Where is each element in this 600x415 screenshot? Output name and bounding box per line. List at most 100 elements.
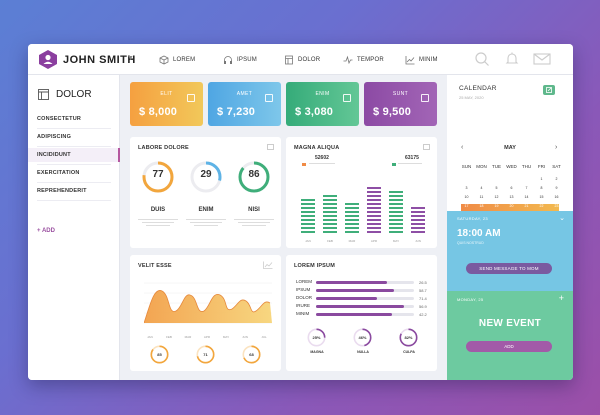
dashboard-window: JOHN SMITH ▼ LOREM IPSUM DOLOR TEMPOR MI… bbox=[28, 44, 573, 380]
bell-icon[interactable] bbox=[504, 51, 520, 67]
stat-value: $ 7,230 bbox=[217, 106, 256, 118]
stat-card-elit[interactable]: ELIT $ 8,000 bbox=[130, 82, 203, 126]
stat-name: ENIM bbox=[315, 91, 330, 97]
bar-label: MAR bbox=[348, 239, 356, 243]
bar-segment bbox=[389, 211, 403, 213]
calendar-day[interactable]: 15 bbox=[539, 195, 544, 199]
calendar-day[interactable]: 7 bbox=[525, 186, 528, 190]
ring-progress bbox=[238, 161, 270, 193]
calendar-open-button[interactable] bbox=[543, 85, 555, 95]
legend-text bbox=[309, 163, 335, 164]
sidebar-item-reprehenderit[interactable]: REPREHENDERIT bbox=[37, 188, 87, 194]
line-chart-icon[interactable] bbox=[263, 261, 273, 269]
ring-progress bbox=[307, 328, 326, 347]
calendar-day[interactable]: 8 bbox=[540, 186, 543, 190]
expand-icon[interactable] bbox=[187, 94, 195, 102]
stat-name: ELIT bbox=[160, 91, 173, 97]
bar-column bbox=[367, 187, 381, 235]
search-icon[interactable] bbox=[474, 51, 490, 67]
calendar-day[interactable]: 21 bbox=[524, 204, 529, 208]
ring-chart bbox=[307, 328, 326, 347]
expand-icon[interactable] bbox=[343, 94, 351, 102]
add-button[interactable]: + ADD bbox=[37, 228, 55, 234]
divider bbox=[37, 200, 111, 201]
sidebar-item-incididunt[interactable]: INCIDIDUNT bbox=[28, 148, 120, 162]
bar-segment bbox=[389, 207, 403, 209]
expand-icon[interactable] bbox=[423, 144, 430, 150]
bar-fill bbox=[316, 305, 405, 308]
nav-ipsum[interactable]: IPSUM bbox=[223, 55, 257, 65]
bar-segment bbox=[345, 211, 359, 213]
sidebar-item-exercitation[interactable]: EXERCITATION bbox=[37, 170, 80, 176]
send-message-button[interactable]: SEND MESSAGE TO MOM bbox=[466, 263, 552, 274]
user-name[interactable]: JOHN SMITH bbox=[63, 54, 136, 66]
nav-lorem[interactable]: LOREM bbox=[159, 55, 195, 65]
calendar-day[interactable]: 13 bbox=[509, 195, 514, 199]
calendar-day[interactable]: 16 bbox=[554, 195, 559, 199]
nav-dolor[interactable]: DOLOR bbox=[284, 55, 320, 65]
calendar-day[interactable]: 9 bbox=[555, 186, 558, 190]
ring-value: 25% bbox=[312, 335, 321, 340]
plus-icon[interactable]: + bbox=[558, 293, 564, 303]
ring-description bbox=[186, 219, 226, 227]
chevron-down-icon[interactable]: ▼ bbox=[127, 55, 134, 62]
bar-value: 26.5 bbox=[419, 280, 427, 285]
user-hexagon-icon[interactable] bbox=[39, 50, 57, 69]
bar-segment bbox=[367, 187, 381, 189]
calendar-day[interactable]: 17 bbox=[464, 204, 469, 208]
calendar-day[interactable]: 10 bbox=[464, 195, 469, 199]
weekday-label: THU bbox=[521, 164, 532, 169]
line-chart-icon bbox=[405, 56, 415, 65]
bar-segment bbox=[411, 219, 425, 221]
calendar-day[interactable]: 19 bbox=[494, 204, 499, 208]
sidebar-item-consectetur[interactable]: CONSECTETUR bbox=[37, 116, 82, 122]
next-month-icon[interactable]: › bbox=[555, 144, 558, 151]
legend-swatch bbox=[302, 163, 306, 166]
bar-segment bbox=[323, 223, 337, 225]
bar-segment bbox=[389, 191, 403, 193]
prev-month-icon[interactable]: ‹ bbox=[461, 144, 464, 151]
calendar-day[interactable]: 14 bbox=[524, 195, 529, 199]
bar-value: 42.2 bbox=[419, 312, 427, 317]
calendar-day[interactable]: 5 bbox=[495, 186, 498, 190]
stat-card-sunt[interactable]: SUNT $ 9,500 bbox=[364, 82, 437, 126]
nav-minim[interactable]: MINIM bbox=[405, 55, 438, 65]
calendar-day[interactable]: 18 bbox=[479, 204, 484, 208]
calendar-day[interactable]: 22 bbox=[539, 204, 544, 208]
event-title: NEW EVENT bbox=[478, 318, 542, 329]
bar-segment bbox=[345, 219, 359, 221]
bar-segment bbox=[323, 215, 337, 217]
ring-value: 82% bbox=[404, 335, 413, 340]
cube-icon bbox=[159, 55, 169, 65]
calendar-day[interactable]: 2 bbox=[555, 177, 558, 181]
divider bbox=[37, 164, 111, 165]
bar-segment bbox=[301, 227, 315, 229]
add-event-button[interactable]: ADD bbox=[466, 341, 552, 352]
ring-progress bbox=[196, 345, 215, 364]
expand-icon[interactable] bbox=[267, 144, 274, 150]
calendar-day[interactable]: 20 bbox=[509, 204, 514, 208]
sidebar-item-adipiscing[interactable]: ADIPISCING bbox=[37, 134, 72, 140]
calendar-day[interactable]: 12 bbox=[494, 195, 499, 199]
ring-chart bbox=[353, 328, 372, 347]
stat-card-amet[interactable]: AMET $ 7,230 bbox=[208, 82, 281, 126]
ring-chart bbox=[242, 345, 261, 364]
calendar-day[interactable]: 3 bbox=[465, 186, 468, 190]
nav-tempor[interactable]: TEMPOR bbox=[343, 55, 384, 65]
expand-icon[interactable] bbox=[265, 94, 273, 102]
bar-segment bbox=[367, 203, 381, 205]
calendar-day[interactable]: 4 bbox=[480, 186, 483, 190]
stat-card-enim[interactable]: ENIM $ 3,080 bbox=[286, 82, 359, 126]
ring-description bbox=[234, 219, 274, 227]
chevron-down-icon[interactable]: ⌄ bbox=[559, 215, 565, 222]
ring-chart bbox=[238, 161, 270, 193]
export-icon bbox=[546, 87, 552, 93]
calendar-day[interactable]: 23 bbox=[554, 204, 559, 208]
calendar-day[interactable]: 6 bbox=[510, 186, 513, 190]
bar-fill bbox=[316, 289, 395, 292]
expand-icon[interactable] bbox=[421, 94, 429, 102]
calendar-day[interactable]: 11 bbox=[479, 195, 484, 199]
nav-label: MINIM bbox=[419, 57, 438, 63]
calendar-day[interactable]: 1 bbox=[540, 177, 543, 181]
mail-icon[interactable] bbox=[533, 51, 551, 67]
